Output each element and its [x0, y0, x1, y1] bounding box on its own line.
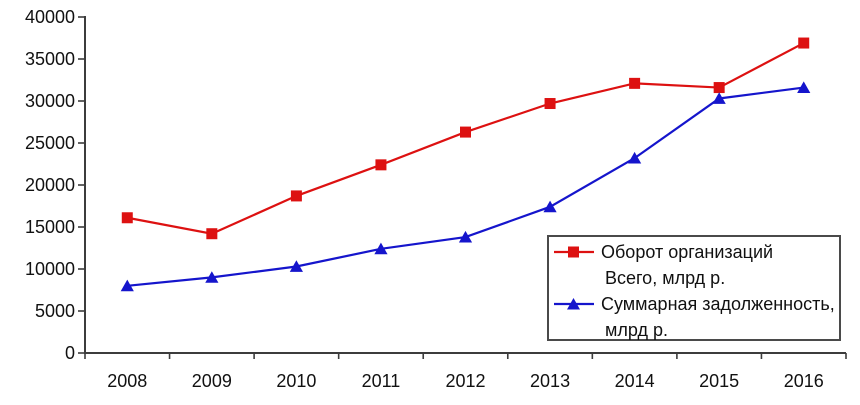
legend-label-turnover: Оборот организаций Всего, млрд р.: [601, 239, 773, 291]
data-point-triangle: [120, 279, 134, 292]
data-point-square: [121, 212, 133, 224]
y-tick-label: 15000: [25, 217, 75, 237]
data-point-square: [290, 190, 302, 202]
y-tick-label: 10000: [25, 259, 75, 279]
triangle-marker-icon: [567, 298, 580, 310]
y-tick-label: 25000: [25, 133, 75, 153]
x-tick-label: 2010: [276, 371, 316, 391]
y-tick-label: 30000: [25, 91, 75, 111]
legend-item-turnover: Оборот организаций Всего, млрд р.: [554, 239, 839, 291]
y-tick-label: 0: [65, 343, 75, 363]
data-point-triangle: [374, 242, 388, 255]
x-tick-label: 2008: [107, 371, 147, 391]
x-tick-label: 2013: [530, 371, 570, 391]
data-point-triangle: [458, 230, 473, 243]
data-point-triangle: [797, 81, 811, 93]
legend-label-line: млрд р.: [605, 320, 668, 340]
legend-label-line: Суммарная задолженность,: [601, 294, 835, 314]
x-tick-label: 2011: [362, 371, 401, 391]
legend-label-line: Всего, млрд р.: [605, 268, 726, 288]
y-tick-label: 20000: [25, 175, 75, 195]
x-tick-label: 2009: [192, 371, 232, 391]
legend: Оборот организаций Всего, млрд р. Суммар…: [547, 235, 841, 341]
legend-label-debt: Суммарная задолженность, млрд р.: [601, 291, 835, 343]
data-point-square: [375, 159, 387, 171]
y-tick-label: 5000: [35, 301, 75, 321]
legend-sample-square: [554, 246, 594, 258]
square-marker-icon: [568, 246, 579, 258]
data-point-square: [798, 37, 810, 49]
data-point-triangle: [289, 260, 303, 272]
y-tick-label: 35000: [25, 49, 75, 69]
x-tick-label: 2012: [445, 371, 485, 391]
data-point-triangle: [205, 271, 219, 283]
data-point-square: [629, 77, 641, 89]
data-point-square: [460, 126, 471, 138]
x-tick-label: 2016: [784, 371, 824, 391]
legend-sample-triangle: [554, 298, 594, 310]
legend-label-line: Оборот организаций: [601, 242, 774, 262]
data-point-square: [206, 228, 218, 240]
y-tick-label: 40000: [25, 7, 75, 27]
data-point-triangle: [712, 92, 726, 104]
series-line-0: [127, 42, 805, 235]
x-tick-label: 2014: [615, 371, 655, 391]
legend-item-debt: Суммарная задолженность, млрд р.: [554, 291, 839, 343]
data-point-square: [713, 82, 725, 94]
data-point-triangle: [543, 200, 557, 213]
x-tick-label: 2015: [699, 371, 739, 391]
data-point-square: [544, 98, 556, 110]
data-point-triangle: [628, 151, 642, 164]
